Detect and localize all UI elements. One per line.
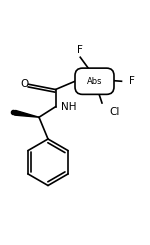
Text: Abs: Abs xyxy=(87,77,102,86)
Text: O: O xyxy=(21,79,29,89)
Polygon shape xyxy=(15,110,39,117)
FancyBboxPatch shape xyxy=(75,68,114,94)
Text: Cl: Cl xyxy=(110,107,120,117)
Text: NH: NH xyxy=(61,102,77,112)
Text: F: F xyxy=(129,76,135,86)
Text: F: F xyxy=(77,46,83,55)
